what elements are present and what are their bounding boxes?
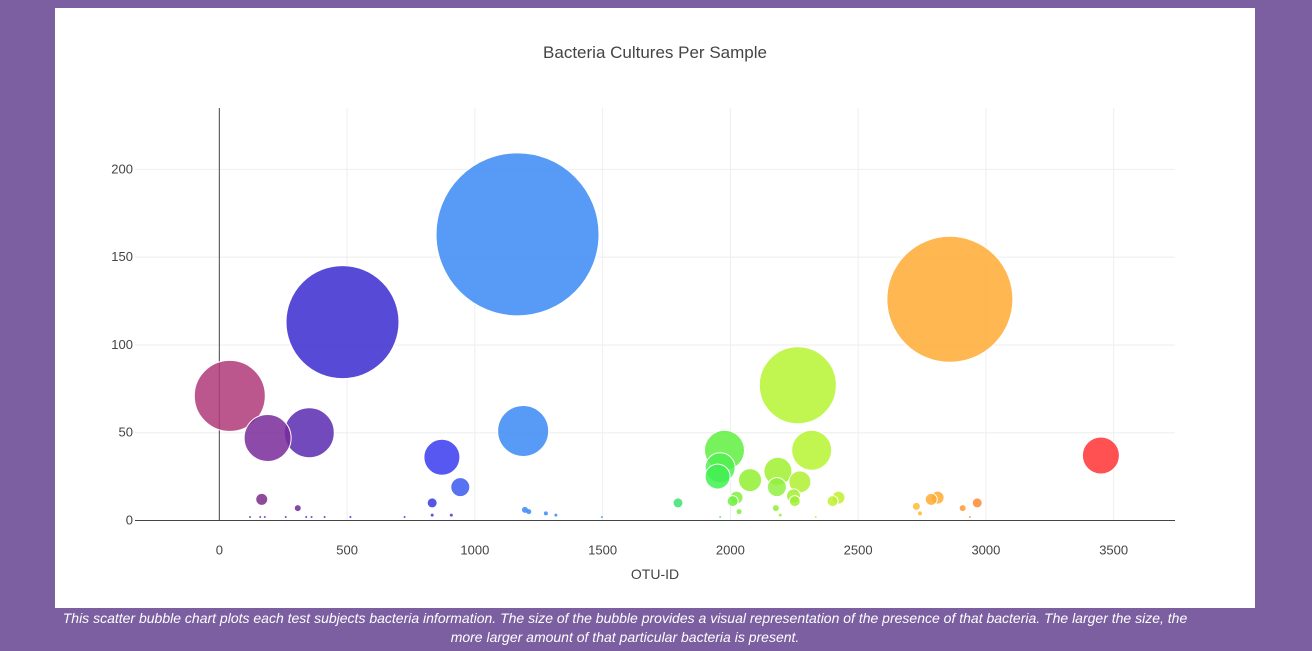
x-tick-label: 1000 <box>460 542 489 557</box>
bubble-point[interactable] <box>778 513 782 517</box>
x-tick-label: 500 <box>336 542 358 557</box>
bubble-point[interactable] <box>450 477 471 498</box>
bubble-point[interactable] <box>497 404 550 457</box>
bubble-point[interactable] <box>310 515 313 518</box>
bubble-point[interactable] <box>243 413 292 462</box>
bubble-chart: 0 500 1000 1500 2000 2500 3000 3500 0 50 100 150 200… <box>111 43 1175 582</box>
bubble-point[interactable] <box>449 513 453 517</box>
y-tick-label: 150 <box>111 249 133 264</box>
bubble-point[interactable] <box>814 515 817 518</box>
bubble-point[interactable] <box>766 477 787 498</box>
y-tick-label: 100 <box>111 337 133 352</box>
bubble-point[interactable] <box>826 495 839 508</box>
bubble-point[interactable] <box>285 265 400 380</box>
bubble-point[interactable] <box>543 511 548 516</box>
x-tick-label: 3500 <box>1099 542 1128 557</box>
bubble-point[interactable] <box>911 501 921 511</box>
bubble-point[interactable] <box>554 513 558 517</box>
bubble-point[interactable] <box>248 515 251 518</box>
bubble-point[interactable] <box>924 492 938 506</box>
bubble-point[interactable] <box>1081 436 1120 475</box>
bubble-point[interactable] <box>426 497 438 509</box>
y-tick-label: 50 <box>119 425 133 440</box>
y-tick-label: 200 <box>111 161 133 176</box>
bubble-point[interactable] <box>323 515 326 518</box>
bubble-point[interactable] <box>672 497 684 509</box>
bubble-point[interactable] <box>726 495 739 508</box>
bubble-point[interactable] <box>917 511 922 516</box>
bubble-point[interactable] <box>293 504 302 513</box>
bubble-point[interactable] <box>958 504 967 513</box>
bubble-point[interactable] <box>791 429 833 471</box>
y-tick-label: 0 <box>126 512 133 527</box>
bubble-point[interactable] <box>971 497 983 509</box>
bubble-point[interactable] <box>886 235 1014 363</box>
x-tick-label: 0 <box>216 542 223 557</box>
bubble-point[interactable] <box>738 468 763 493</box>
bubbles <box>193 152 1120 518</box>
bubble-point[interactable] <box>430 513 434 517</box>
bubble-point[interactable] <box>968 515 971 518</box>
x-tick-label: 3000 <box>971 542 1000 557</box>
bubble-point[interactable] <box>284 515 287 518</box>
chart-title: Bacteria Cultures Per Sample <box>543 43 767 62</box>
bubble-point[interactable] <box>704 463 731 490</box>
bubble-point[interactable] <box>349 515 352 518</box>
x-tick-label: 2000 <box>716 542 745 557</box>
chart-panel: 0 500 1000 1500 2000 2500 3000 3500 0 50 100 150 200… <box>55 8 1255 608</box>
bubble-point[interactable] <box>305 515 308 518</box>
bubble-point[interactable] <box>259 515 262 518</box>
x-axis-label: OTU-ID <box>631 566 679 582</box>
bubble-point[interactable] <box>263 515 266 518</box>
bubble-point[interactable] <box>600 515 603 518</box>
x-tick-label: 1500 <box>588 542 617 557</box>
bubble-point[interactable] <box>771 504 780 513</box>
bubble-point[interactable] <box>788 495 801 508</box>
chart-caption: This scatter bubble chart plots each tes… <box>62 610 1188 645</box>
bubble-point[interactable] <box>403 515 406 518</box>
bubble-point[interactable] <box>283 407 335 459</box>
bubble-point[interactable] <box>193 359 266 432</box>
bubble-point[interactable] <box>526 509 532 515</box>
tick-labels: 0 500 1000 1500 2000 2500 3000 3500 0 50 100 150 200 <box>111 161 1128 557</box>
bubble-point[interactable] <box>255 492 269 506</box>
axes <box>135 108 1175 521</box>
bubble-point[interactable] <box>719 515 722 518</box>
bubble-point[interactable] <box>423 438 461 476</box>
bubble-point[interactable] <box>736 509 742 515</box>
bubble-point[interactable] <box>758 346 837 425</box>
bubble-point[interactable] <box>435 152 600 317</box>
x-tick-label: 2500 <box>844 542 873 557</box>
